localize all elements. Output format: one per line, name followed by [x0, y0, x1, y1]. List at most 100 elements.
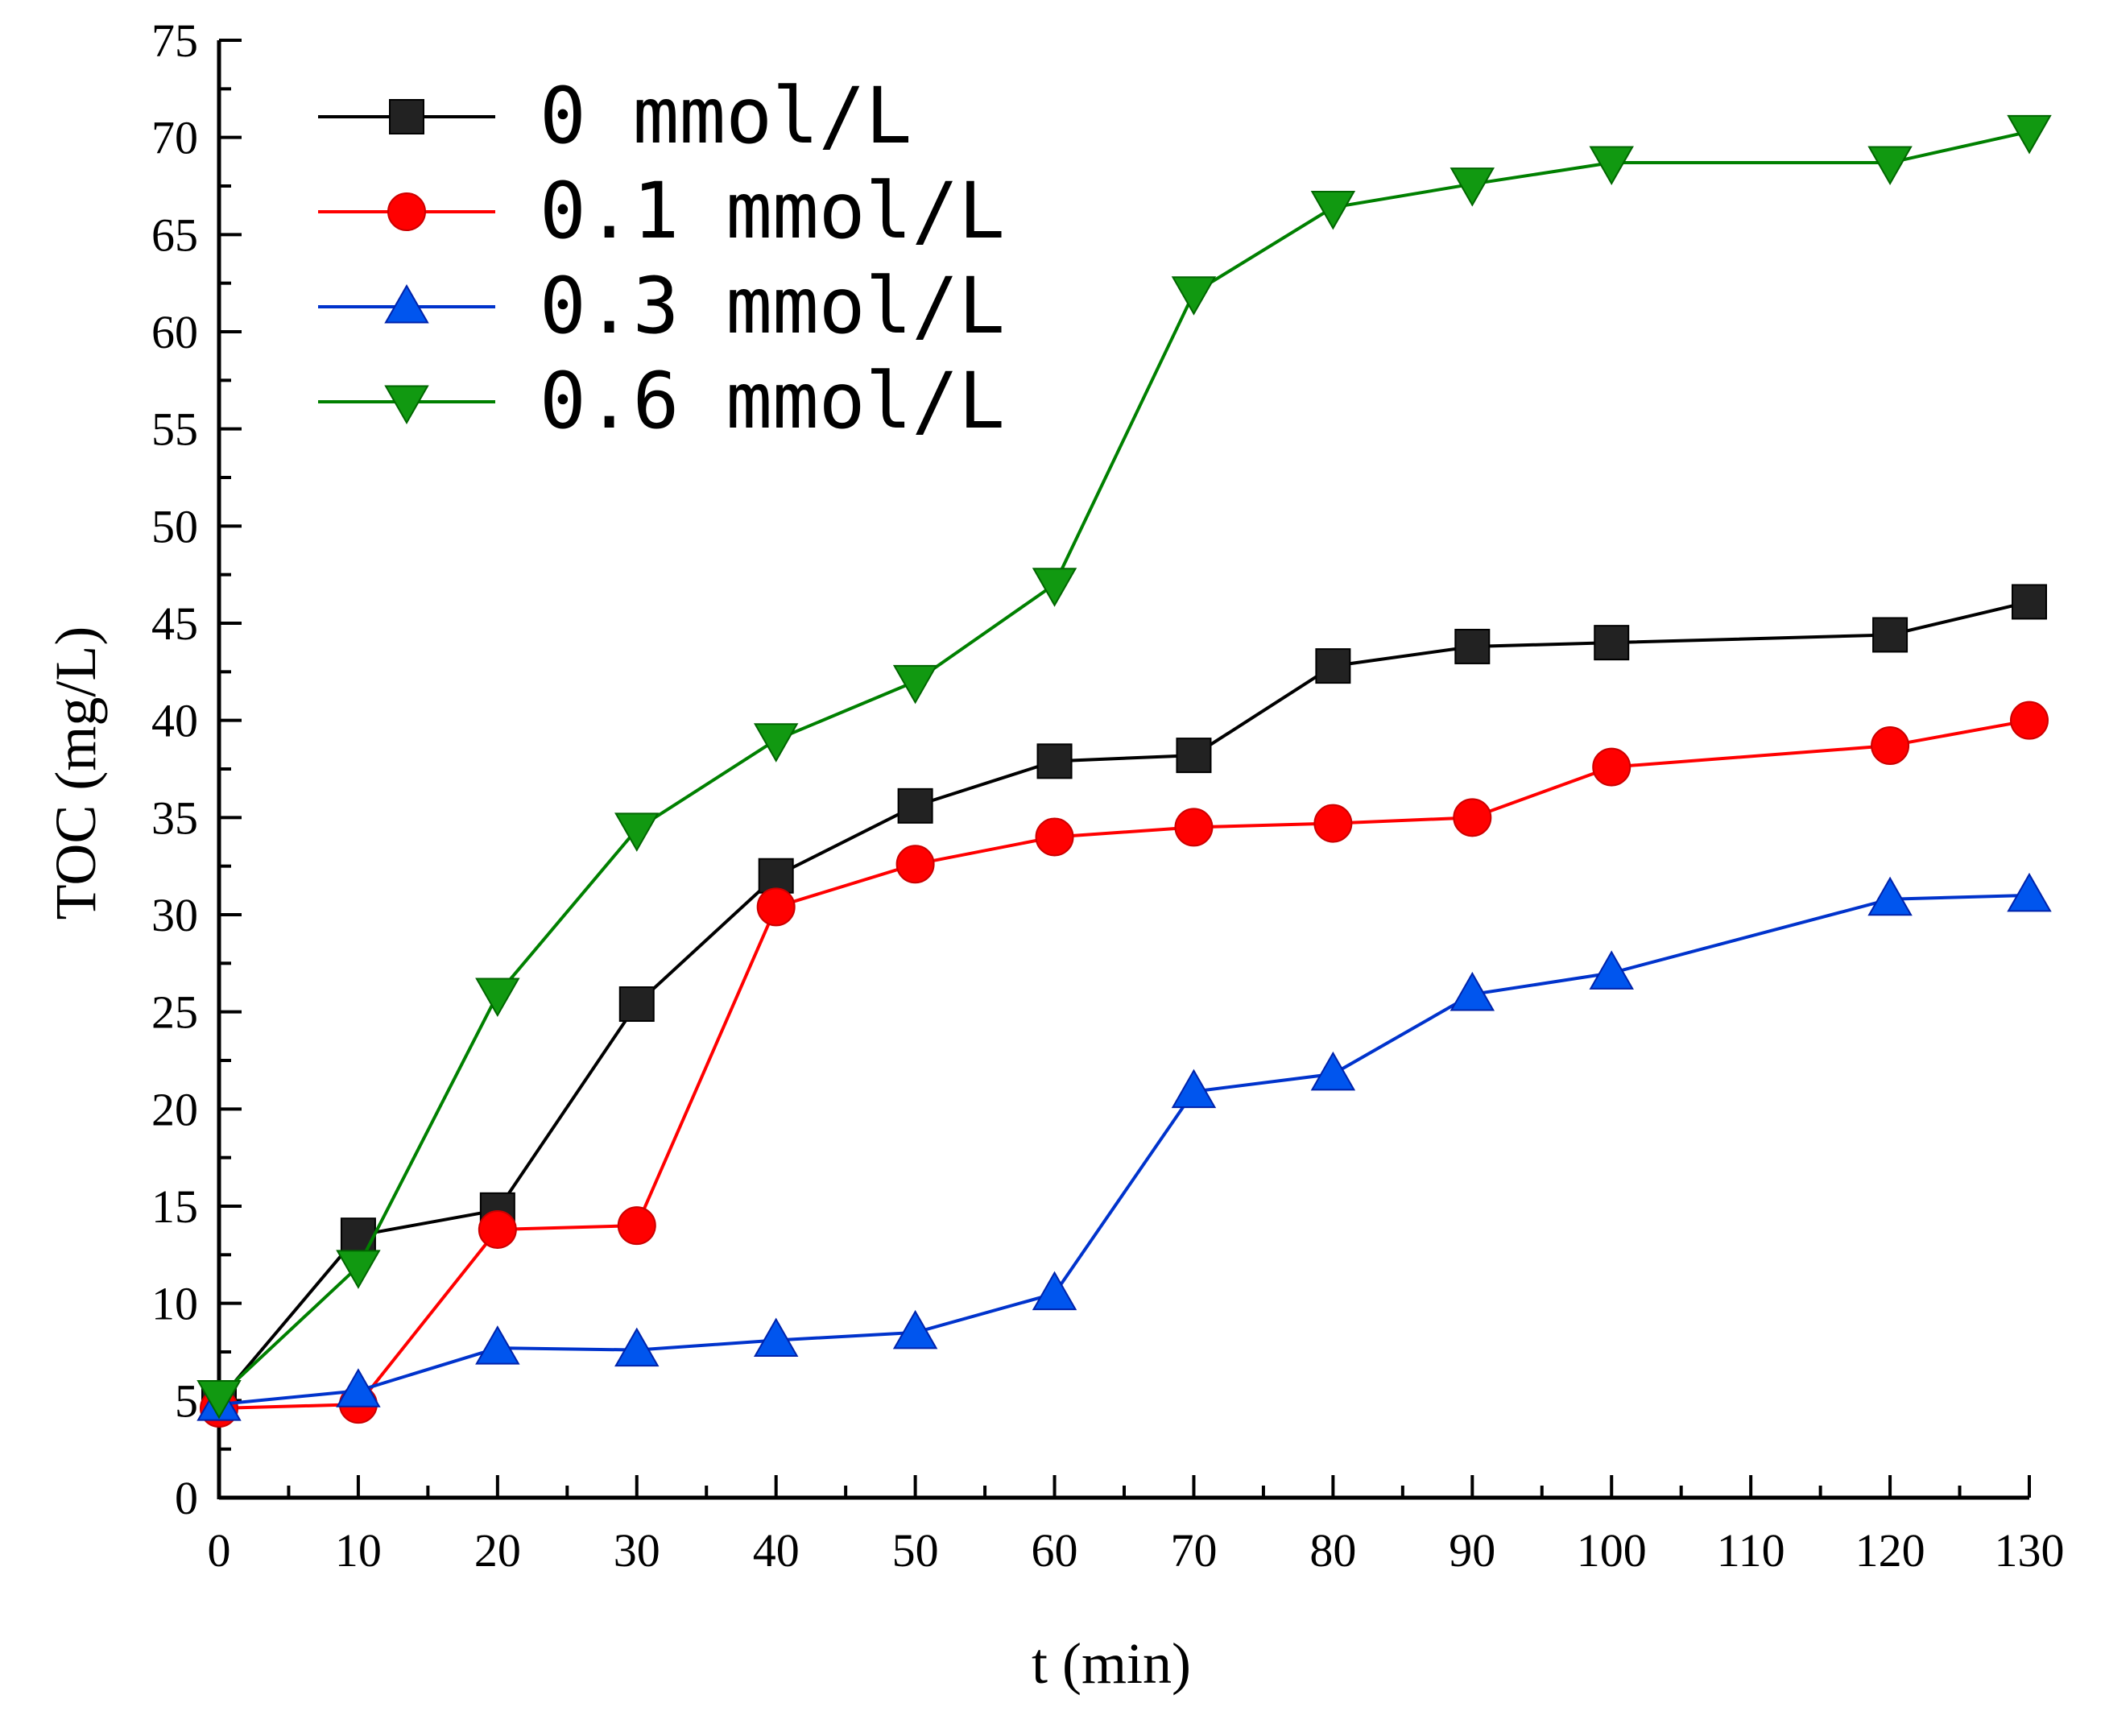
data-point — [892, 1309, 938, 1350]
y-tick-label: 75 — [151, 14, 198, 67]
data-point — [1589, 146, 1634, 186]
series-line — [218, 718, 2030, 1410]
data-point — [617, 1206, 656, 1246]
data-point — [475, 978, 520, 1017]
axes: 0 10 20 30 40 50 60 70 80 90 100 110 120 130 0 5 10 15 20 2… — [151, 14, 2065, 1577]
data-point — [2007, 872, 2052, 912]
data-point — [1867, 146, 1913, 186]
legend-label: 0.6 mmol/L — [540, 356, 1005, 446]
data-point — [1867, 876, 1913, 916]
x-tick-label: 10 — [335, 1524, 382, 1577]
data-point — [1453, 798, 1492, 837]
data-point — [1036, 743, 1073, 779]
series-2 — [196, 872, 2052, 1421]
y-tick-label: 40 — [151, 695, 198, 747]
legend-item: 0.3 mmol/L — [318, 261, 1005, 351]
data-point — [614, 812, 660, 852]
legend-marker — [384, 283, 429, 324]
x-tick-label: 80 — [1309, 1524, 1356, 1577]
data-point — [1032, 1271, 1077, 1311]
data-point — [1176, 738, 1212, 774]
series-3 — [196, 114, 2052, 1420]
data-point — [1454, 628, 1491, 664]
x-tick-label: 90 — [1449, 1524, 1495, 1577]
data-point — [2010, 701, 2049, 740]
x-tick-label: 120 — [1855, 1524, 1925, 1577]
series-1 — [200, 701, 2049, 1428]
x-tick-label: 50 — [892, 1524, 939, 1577]
legend-item: 0.6 mmol/L — [318, 356, 1005, 446]
data-point — [1310, 191, 1356, 230]
legend-marker — [384, 385, 429, 425]
x-tick-label: 110 — [1717, 1524, 1785, 1577]
data-point — [614, 1327, 660, 1367]
x-tick-label: 0 — [208, 1524, 231, 1577]
data-point — [756, 887, 796, 927]
data-point — [1171, 1068, 1217, 1109]
data-point — [1035, 817, 1074, 857]
legend-item: 0.1 mmol/L — [318, 166, 1005, 256]
x-tick-label: 130 — [1995, 1524, 2065, 1577]
data-point — [1592, 747, 1631, 787]
legend-label: 0.3 mmol/L — [540, 261, 1005, 351]
x-axis-title: t (min) — [1032, 1631, 1191, 1696]
y-tick-label: 20 — [151, 1083, 198, 1135]
data-point — [1174, 808, 1214, 847]
y-tick-label: 65 — [151, 209, 198, 261]
x-tick-label: 20 — [474, 1524, 521, 1577]
data-point — [618, 986, 655, 1023]
data-point — [1315, 648, 1351, 684]
data-point — [1589, 950, 1634, 990]
x-tick-label: 100 — [1577, 1524, 1647, 1577]
data-point — [1871, 726, 1910, 766]
y-tick-label: 45 — [151, 597, 198, 650]
y-tick-label: 70 — [151, 112, 198, 164]
series-0 — [201, 584, 2047, 1419]
data-point — [478, 1209, 517, 1249]
data-point — [1450, 167, 1495, 207]
legend-label: 0.1 mmol/L — [540, 166, 1005, 256]
series-layer — [196, 114, 2052, 1428]
series-line — [218, 893, 2030, 1407]
data-point — [2007, 114, 2052, 155]
y-tick-label: 25 — [151, 986, 198, 1039]
data-point — [340, 1217, 376, 1254]
legend-label: 0 mmol/L — [540, 71, 912, 161]
y-axis-title: TOC (mg/L) — [43, 626, 108, 920]
y-tick-label: 15 — [151, 1180, 198, 1233]
data-point — [1450, 971, 1495, 1011]
data-point — [897, 787, 933, 824]
y-tick-label: 55 — [151, 403, 198, 456]
x-tick-label: 30 — [614, 1524, 660, 1577]
y-tick-label: 10 — [151, 1278, 198, 1330]
data-point — [1171, 276, 1217, 316]
legend: 0 mmol/L0.1 mmol/L0.3 mmol/L0.6 mmol/L — [318, 71, 1005, 446]
data-point — [753, 1317, 799, 1358]
legend-marker — [389, 99, 424, 134]
legend-item: 0 mmol/L — [318, 71, 912, 161]
data-point — [2012, 584, 2047, 620]
data-point — [475, 1325, 520, 1365]
y-tick-label: 50 — [151, 500, 198, 552]
data-point — [758, 858, 794, 894]
data-point — [1310, 1051, 1356, 1091]
data-point — [336, 1368, 381, 1407]
data-point — [1594, 625, 1630, 661]
x-tick-label: 40 — [753, 1524, 800, 1577]
data-point — [1032, 568, 1077, 607]
x-tick-label: 60 — [1032, 1524, 1078, 1577]
data-point — [1872, 617, 1909, 653]
y-tick-label: 5 — [175, 1374, 198, 1427]
y-tick-label: 35 — [151, 792, 198, 844]
data-point — [892, 664, 938, 705]
data-point — [1313, 804, 1353, 843]
y-tick-label: 0 — [175, 1472, 198, 1524]
x-tick-label: 70 — [1170, 1524, 1217, 1577]
legend-marker — [387, 192, 426, 231]
y-tick-label: 30 — [151, 889, 198, 941]
y-tick-label: 60 — [151, 306, 198, 358]
data-point — [196, 1380, 242, 1420]
data-point — [336, 1250, 381, 1289]
